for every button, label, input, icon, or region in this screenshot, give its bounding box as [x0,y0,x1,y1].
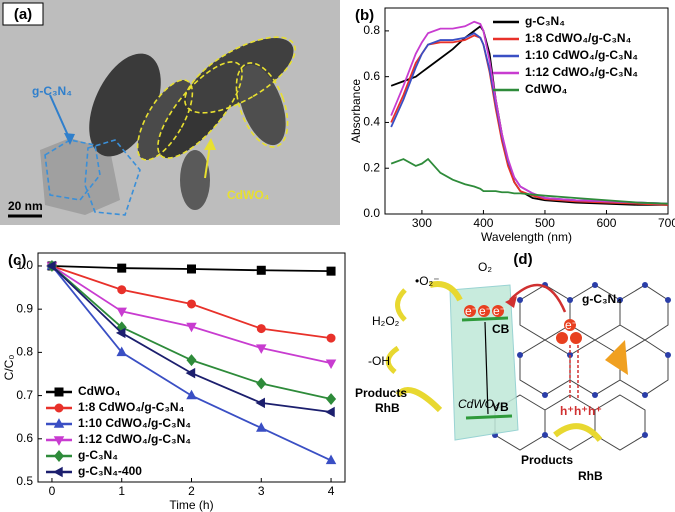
legend-marker [53,450,65,462]
schematic-text: VB [492,400,509,414]
legend-label: CdWO₄ [78,384,121,398]
hole: h⁺ [560,404,574,418]
y-axis-label: C/C₀ [2,355,16,381]
marker [185,367,196,379]
marker [117,285,127,295]
legend-marker [54,403,64,413]
marker [117,263,127,273]
marker [256,377,267,390]
legend-label: 1:8 CdWO₄/g-C₃N₄ [78,400,185,414]
x-tick-label: 600 [596,216,616,230]
schematic-text: CdWO₄ [458,397,499,411]
legend-label: g-C₃N₄-400 [78,464,142,478]
y-tick-label: 0.4 [363,115,380,129]
series-line [390,20,669,205]
y-axis-label: Absorbance [349,79,363,143]
legend-marker [54,387,64,397]
schematic-text: RhB [375,401,400,415]
schematic-text: g-C₃N₄ [582,292,622,306]
electron: e⁻ [565,318,578,332]
marker [46,260,56,272]
schematic-text: RhB [578,469,603,483]
marker [326,266,336,276]
x-tick-label: 1 [118,484,125,498]
marker [116,307,127,318]
marker [325,454,337,465]
x-tick-label: 3 [258,484,265,498]
marker [256,344,267,354]
y-tick-label: 0.2 [363,160,380,174]
panel-label: (a) [14,6,32,23]
marker [187,299,196,309]
y-tick-label: 0.9 [16,301,33,315]
y-tick-label: 0.7 [16,388,33,402]
scale-bar-label: 20 nm [8,199,43,213]
schematic-text: CB [492,322,510,336]
schematic [385,281,671,451]
schematic-text: O₂ [478,260,492,274]
schematic-text: •O₂⁻ [415,274,440,288]
tem-image [0,0,340,225]
marker [256,324,266,334]
schematic-text: Products [355,386,407,400]
series-line [390,157,669,205]
schematic-text: -OH [368,354,390,368]
legend-marker [53,466,63,478]
legend-label: 1:12 CdWO₄/g-C₃N₄ [525,65,638,79]
panel-label: (c) [8,252,26,269]
y-tick-label: 0.8 [363,23,380,37]
y-tick-label: 1.0 [16,258,33,272]
marker [325,393,337,406]
x-tick-label: 4 [328,484,335,498]
legend-label: 1:8 CdWO₄/g-C₃N₄ [525,31,632,45]
marker [116,346,127,357]
legend-label: 1:12 CdWO₄/g-C₃N₄ [78,432,191,446]
x-tick-label: 700 [658,216,675,230]
marker [255,397,265,409]
plot-frame [384,7,669,215]
x-tick-label: 300 [412,216,432,230]
x-tick-label: 0 [49,484,56,498]
legend-marker [53,418,65,428]
annotation: CdWO₄ [227,188,270,202]
marker [186,322,197,333]
electron: e⁻ [465,304,478,318]
x-tick-label: 500 [535,216,555,230]
marker [186,354,197,367]
marker [115,327,126,339]
x-axis-label: Wavelength (nm) [481,230,572,244]
y-tick-label: 0.6 [16,431,33,445]
schematic-text: H₂O₂ [372,314,400,328]
series-line [390,25,668,206]
marker [326,333,336,343]
marker [187,264,196,274]
y-tick-label: 0.0 [363,206,380,220]
x-axis-label: Time (h) [169,498,213,512]
y-tick-label: 0.5 [16,474,33,488]
x-tick-label: 2 [188,484,195,498]
panel-label: (d) [513,251,532,268]
electron: e⁻ [493,304,506,318]
panel-label: (b) [355,7,374,24]
legend-marker [53,436,65,446]
y-tick-label: 0.8 [16,345,33,359]
legend-label: g-C₃N₄ [78,448,118,462]
marker [325,359,337,370]
legend-label: 1:10 CdWO₄/g-C₃N₄ [525,48,638,62]
legend-label: g-C₃N₄ [525,14,565,28]
hole: h⁺ [574,404,588,418]
x-tick-label: 400 [473,216,493,230]
legend-label: 1:10 CdWO₄/g-C₃N₄ [78,416,191,430]
marker [325,406,335,418]
electron: e⁻ [479,304,492,318]
marker [256,265,266,275]
annotation: g-C₃N₄ [32,84,72,98]
y-tick-label: 0.6 [363,69,380,83]
marker [186,389,197,400]
marker [256,422,267,432]
schematic-text: Products [521,453,573,467]
hole: h⁺ [588,404,602,418]
legend-label: CdWO₄ [525,82,568,96]
